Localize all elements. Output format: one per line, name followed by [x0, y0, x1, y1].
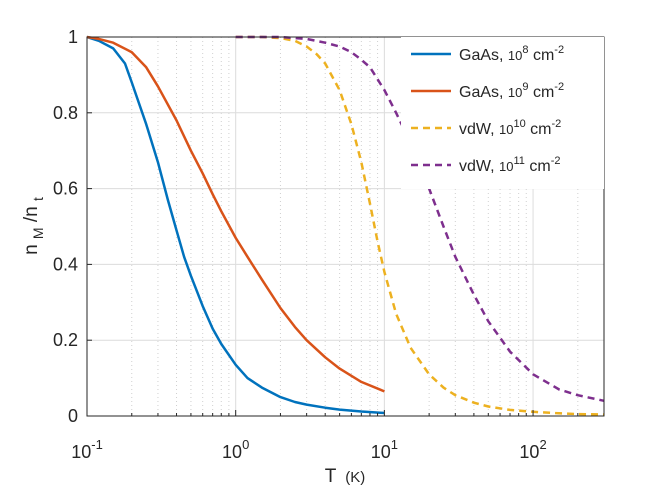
tick-layer: 10-1 100 101 102 0 0.2 0.4 0.6 0.8 1 [53, 27, 605, 462]
x-tick-label: 102 [519, 437, 546, 462]
y-tick-label: 0.2 [53, 330, 78, 350]
legend-label-4: vdW, 1011 cm-2 [459, 155, 560, 175]
series-line-3 [235, 35, 605, 416]
legend-box [401, 37, 604, 189]
y-axis-label-n: n [21, 244, 42, 255]
x-tick-label: 100 [222, 437, 249, 462]
x-axis-label-unit: (K) [345, 469, 365, 486]
y-tick-label: 0.4 [53, 254, 78, 274]
legend: GaAs, 108 cm-2 GaAs, 109 cm-2 vdW, 1010 cm… [401, 37, 604, 189]
y-axis-label-sub-t: t [30, 197, 46, 201]
x-axis-label: T (K) [325, 466, 366, 487]
y-axis-label-sub-m: M [30, 227, 46, 239]
legend-label-2: GaAs, 109 cm-2 [459, 81, 564, 101]
y-tick-label: 1 [68, 27, 78, 47]
y-axis-label: n M /n t [21, 197, 48, 255]
legend-label-3: vdW, 1010 cm-2 [459, 118, 561, 138]
y-tick-label: 0.6 [53, 179, 78, 199]
series-line-2 [86, 35, 385, 393]
legend-label-1: GaAs, 108 cm-2 [459, 44, 564, 64]
x-tick-label: 101 [371, 437, 398, 462]
y-tick-label: 0 [68, 406, 78, 426]
x-tick-label: 10-1 [71, 437, 103, 462]
x-axis-label-main: T [325, 466, 337, 487]
y-axis-label-slash: /n [21, 206, 42, 222]
plot-frame [86, 36, 605, 417]
series-line-1 [86, 35, 385, 415]
y-tick-label: 0.8 [53, 103, 78, 123]
